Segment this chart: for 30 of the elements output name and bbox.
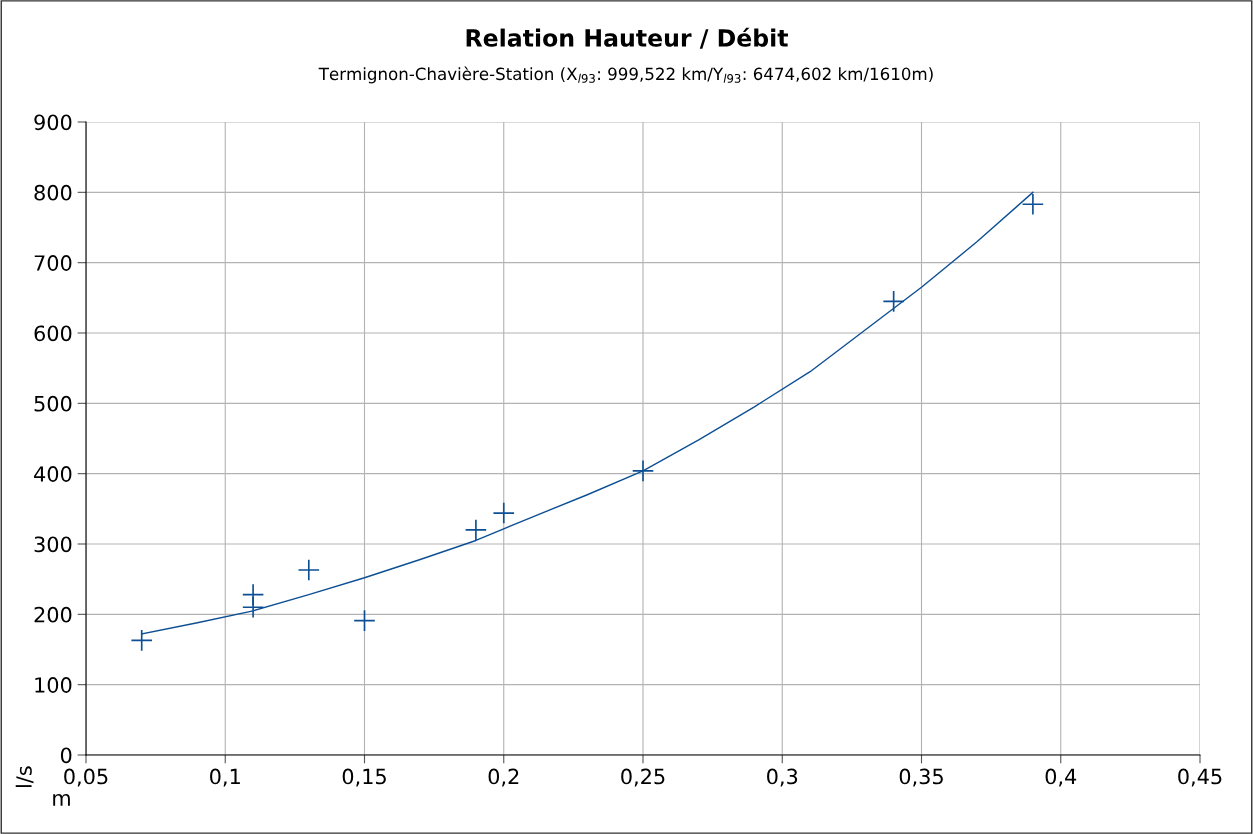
y-tick-label: 600: [34, 325, 72, 342]
x-tick-label: 0,1: [210, 768, 240, 787]
y-tick-label: 800: [34, 184, 72, 201]
point: [298, 559, 320, 581]
y-tick-label: 500: [34, 395, 72, 412]
x-tick-label: 0,4: [1045, 768, 1077, 787]
x-tick-label: 0,45: [1178, 768, 1222, 787]
point: [632, 460, 654, 482]
y-tick-label: 400: [34, 466, 72, 482]
point: [465, 519, 487, 541]
point: [242, 597, 264, 618]
point: [131, 630, 152, 651]
x-tick-label: 0,15: [342, 768, 386, 787]
y-axis-title: l/s: [15, 766, 34, 788]
chart-subtitle: Termignon-Chavière-Station (X$_{l93}$: 999,522 km/Y$_{l93}$: 6474,602 km/1610m): [318, 66, 933, 84]
x-tick-label: 0,25: [621, 768, 665, 787]
x-axis-title: m: [53, 793, 70, 806]
x-tick-label: 0,2: [488, 768, 519, 787]
y-tick-label: 300: [34, 536, 72, 553]
y-tick-label: 0: [60, 747, 72, 764]
x-tick-label: 0,35: [899, 768, 943, 787]
point: [1022, 193, 1044, 215]
x-tick-label: 0,3: [767, 768, 798, 787]
y-tick-label: 100: [35, 677, 72, 693]
chart-title: Relation Hauteur / Débit: [466, 27, 788, 49]
x-tick-label: 0,05: [64, 768, 108, 787]
y-tick-label: 900: [34, 114, 72, 131]
point: [493, 502, 515, 524]
y-tick-label: 700: [34, 255, 72, 271]
y-tick-label: 200: [34, 606, 72, 623]
